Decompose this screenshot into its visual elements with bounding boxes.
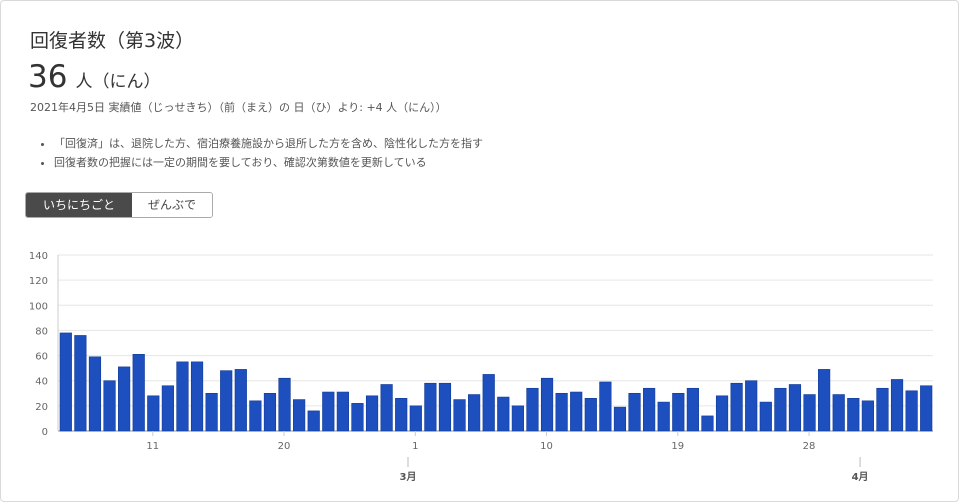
- note-item: 「回復済」は、退院した方、宿泊療養施設から退所した方を含め、陰性化した方を指す: [54, 134, 483, 153]
- bar: [365, 395, 379, 432]
- bar: [861, 400, 874, 432]
- bar: [832, 394, 845, 432]
- bar: [686, 387, 699, 432]
- bar: [220, 370, 233, 432]
- bar: [293, 399, 306, 432]
- bar: [774, 387, 787, 432]
- y-tick-label: 20: [35, 402, 48, 413]
- recovered-unit: 人（にん）: [75, 72, 161, 92]
- bar: [190, 361, 204, 432]
- y-tick-label: 140: [29, 251, 48, 262]
- recovered-count: 36: [28, 59, 68, 95]
- bar: [555, 392, 568, 432]
- bar: [759, 401, 772, 432]
- bar: [176, 361, 189, 432]
- bar: [584, 398, 597, 432]
- bar: [263, 392, 277, 432]
- bar: [803, 394, 816, 432]
- data-mode-toggle: いちにちごと ぜんぶで: [25, 192, 213, 218]
- bar: [409, 405, 422, 432]
- bar: [59, 332, 72, 432]
- bar: [132, 354, 145, 432]
- x-tick-label: 10: [540, 441, 553, 452]
- bar: [336, 391, 349, 432]
- bar: [482, 374, 495, 432]
- bar: [920, 385, 933, 432]
- bar: [453, 399, 466, 432]
- bar: [745, 380, 758, 432]
- bar: [278, 377, 291, 432]
- bar: [438, 382, 452, 432]
- bar: [818, 369, 831, 432]
- y-tick-label: 80: [35, 326, 48, 337]
- bar: [890, 379, 904, 432]
- bar: [511, 405, 524, 432]
- month-label: 3月: [400, 471, 417, 483]
- bar: [88, 356, 102, 432]
- bar: [613, 406, 627, 432]
- x-tick-label: 11: [146, 441, 159, 452]
- bar: [526, 387, 539, 432]
- bar: [540, 377, 554, 432]
- bar: [643, 387, 656, 432]
- bar: [876, 387, 889, 432]
- card-subtitle: 2021年4月5日 実績値（じっせきち）（前（まえ）の 日（ひ）より: +4 人…: [30, 101, 447, 114]
- bar: [847, 398, 860, 432]
- bar: [74, 335, 87, 432]
- x-tick-label: 28: [803, 441, 816, 452]
- bar: [322, 391, 335, 432]
- bar: [205, 392, 218, 432]
- x-tick-label: 19: [671, 441, 684, 452]
- bar: [468, 394, 481, 432]
- card-title: 回復者数（第3波）: [30, 30, 195, 52]
- bar: [599, 381, 612, 432]
- bar: [628, 392, 641, 432]
- notes-list: 「回復済」は、退院した方、宿泊療養施設から退所した方を含め、陰性化した方を指す …: [36, 134, 483, 172]
- x-tick-label: 1: [412, 441, 418, 452]
- bar: [307, 410, 320, 432]
- bar: [701, 415, 714, 432]
- bar: [905, 390, 918, 432]
- y-tick-label: 100: [29, 301, 48, 312]
- bar: [380, 384, 393, 432]
- bar: [672, 392, 685, 432]
- bar: [147, 395, 160, 432]
- note-item: 回復者数の把握には一定の期間を要しており、確認次第数値を更新している: [54, 153, 483, 172]
- cumulative-toggle-button[interactable]: ぜんぶで: [132, 193, 212, 217]
- bar: [118, 366, 131, 432]
- y-tick-label: 60: [35, 352, 48, 363]
- bar-chart: 0 20 40 60 80 100 120 140 11 20 1 10 19 28 3月 4月: [29, 251, 933, 483]
- month-label: 4月: [852, 471, 869, 483]
- bar: [351, 403, 364, 432]
- bar: [395, 398, 408, 432]
- bar: [657, 401, 670, 432]
- bar: [161, 385, 174, 432]
- bar: [788, 384, 802, 432]
- bar: [249, 400, 262, 432]
- daily-toggle-button[interactable]: いちにちごと: [26, 193, 132, 217]
- bar: [103, 380, 116, 432]
- bar: [424, 382, 437, 432]
- headline-value: 36 人（にん）: [28, 59, 160, 95]
- bar: [570, 391, 583, 432]
- bar: [715, 395, 729, 432]
- x-tick-label: 20: [278, 441, 291, 452]
- bar: [730, 382, 743, 432]
- y-tick-label: 40: [35, 377, 48, 388]
- y-tick-label: 120: [29, 276, 48, 287]
- bar: [234, 369, 247, 432]
- y-tick-label: 0: [42, 427, 48, 438]
- bar: [497, 396, 510, 432]
